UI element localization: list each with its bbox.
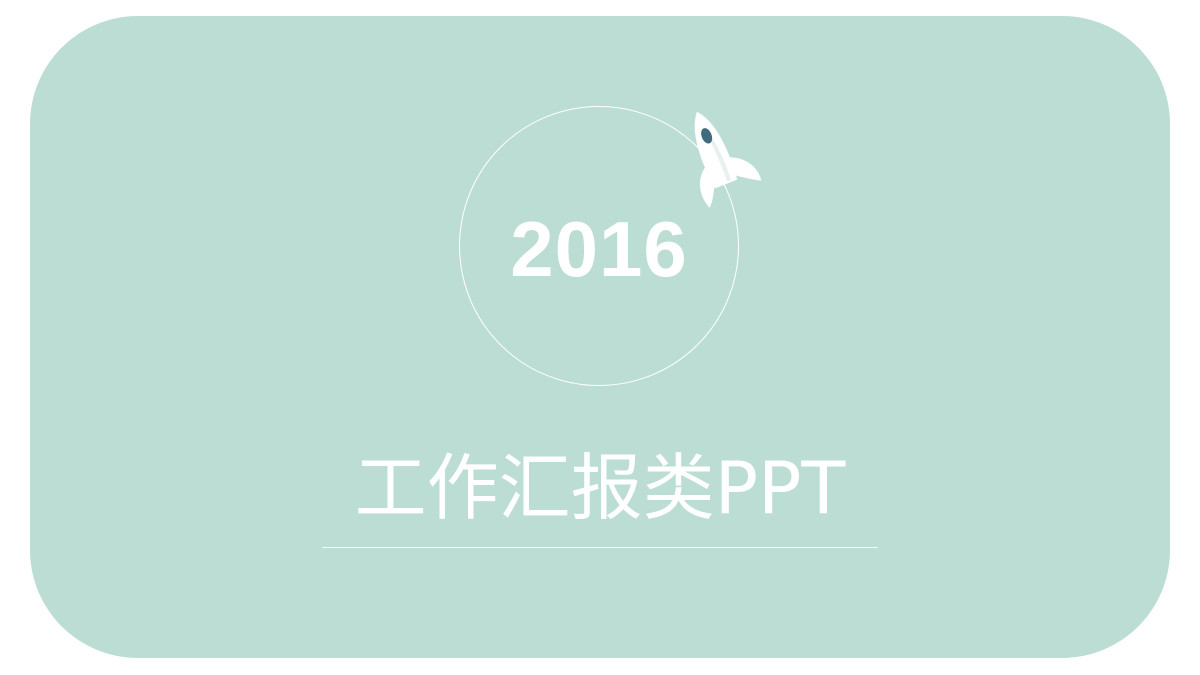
slide-title: 工作汇报类PPT bbox=[354, 446, 846, 530]
year-label: 2016 bbox=[510, 205, 688, 293]
year-circle bbox=[459, 106, 739, 386]
rocket-icon bbox=[694, 111, 762, 208]
title-underline bbox=[322, 547, 878, 548]
